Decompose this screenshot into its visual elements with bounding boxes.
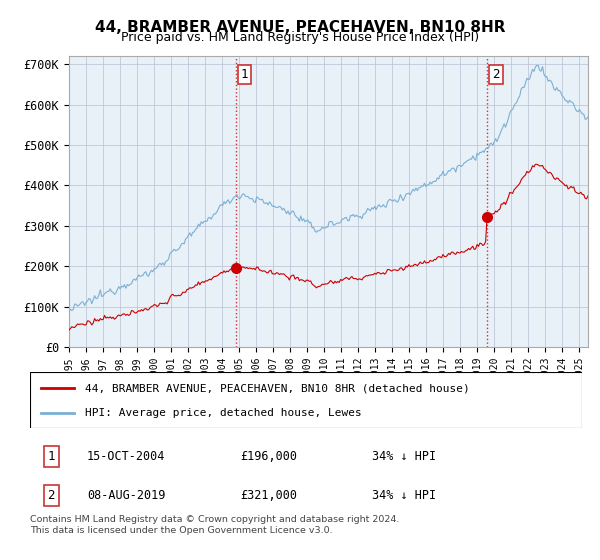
Text: 08-AUG-2019: 08-AUG-2019 [87, 489, 166, 502]
Text: 44, BRAMBER AVENUE, PEACEHAVEN, BN10 8HR (detached house): 44, BRAMBER AVENUE, PEACEHAVEN, BN10 8HR… [85, 383, 470, 393]
Text: 2: 2 [47, 489, 55, 502]
Text: 1: 1 [47, 450, 55, 463]
Text: Contains HM Land Registry data © Crown copyright and database right 2024.
This d: Contains HM Land Registry data © Crown c… [30, 515, 400, 535]
Text: HPI: Average price, detached house, Lewes: HPI: Average price, detached house, Lewe… [85, 408, 362, 418]
Text: £196,000: £196,000 [240, 450, 297, 463]
FancyBboxPatch shape [30, 372, 582, 428]
Text: Price paid vs. HM Land Registry's House Price Index (HPI): Price paid vs. HM Land Registry's House … [121, 31, 479, 44]
Text: £321,000: £321,000 [240, 489, 297, 502]
Text: 44, BRAMBER AVENUE, PEACEHAVEN, BN10 8HR: 44, BRAMBER AVENUE, PEACEHAVEN, BN10 8HR [95, 20, 505, 35]
Text: 34% ↓ HPI: 34% ↓ HPI [372, 489, 436, 502]
Text: 15-OCT-2004: 15-OCT-2004 [87, 450, 166, 463]
Text: 34% ↓ HPI: 34% ↓ HPI [372, 450, 436, 463]
Text: 2: 2 [493, 68, 500, 81]
Text: 1: 1 [241, 68, 248, 81]
